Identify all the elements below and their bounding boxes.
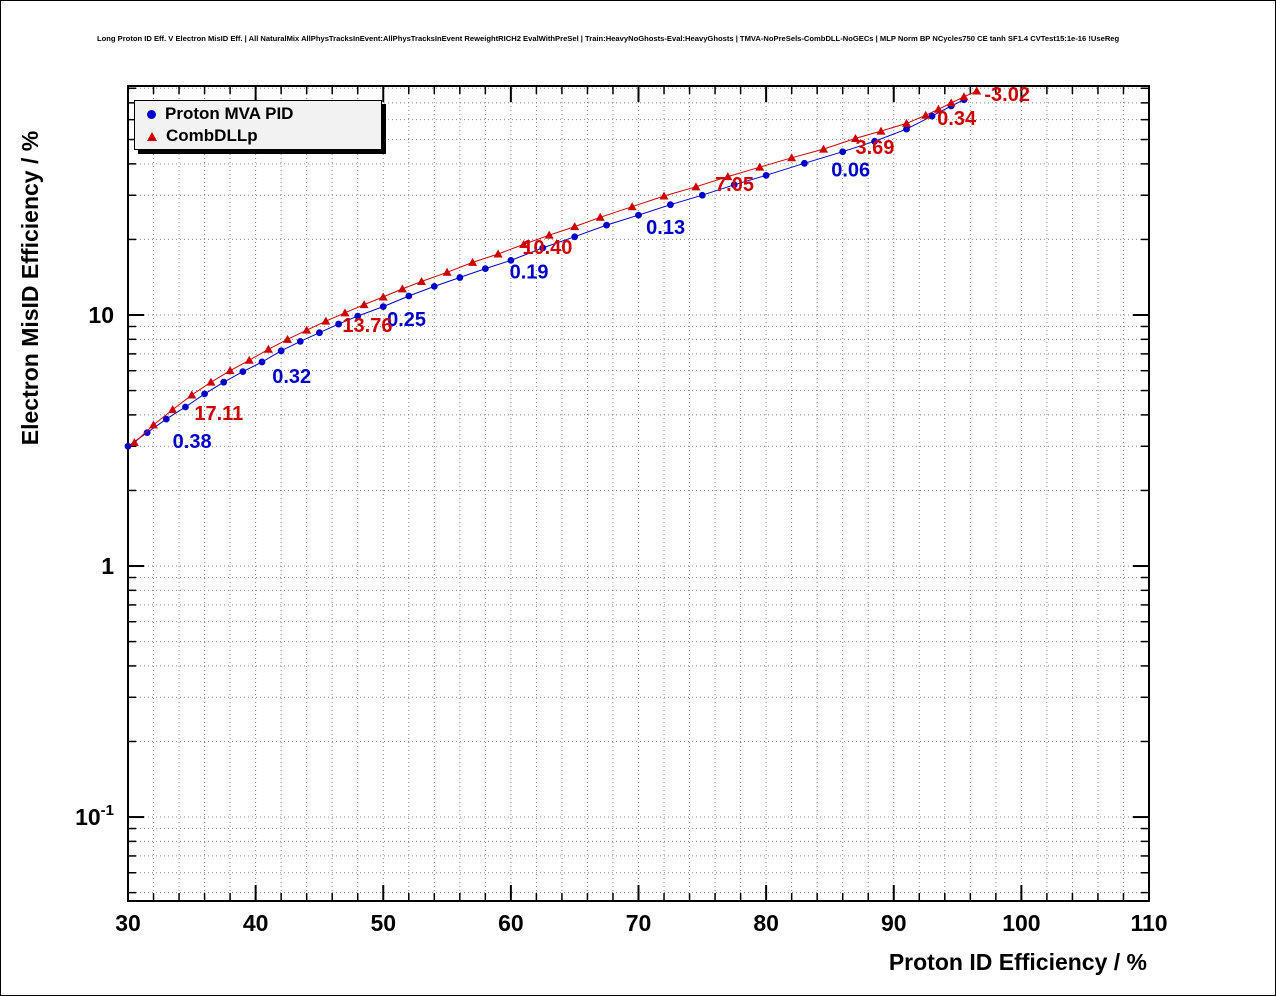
svg-text:0.34: 0.34 — [937, 108, 977, 130]
svg-text:50: 50 — [370, 910, 396, 936]
legend-box: Proton MVA PID CombDLLp — [134, 100, 382, 150]
svg-text:80: 80 — [753, 910, 779, 936]
plot-title: Long Proton ID Eff. V Electron MisID Eff… — [97, 34, 1120, 43]
red-triangle-marker-icon — [147, 131, 157, 141]
x-axis-title: Proton ID Efficiency / % — [888, 949, 1147, 975]
svg-text:10.40: 10.40 — [522, 237, 572, 259]
legend-entry-proton-mva: Proton MVA PID — [135, 104, 381, 124]
svg-text:100: 100 — [1002, 910, 1040, 936]
svg-text:0.25: 0.25 — [387, 309, 426, 331]
svg-text:30: 30 — [115, 910, 141, 936]
svg-text:90: 90 — [881, 910, 907, 936]
svg-text:3.69: 3.69 — [855, 137, 894, 159]
svg-text:0.38: 0.38 — [173, 431, 212, 453]
svg-text:0.19: 0.19 — [510, 261, 549, 283]
svg-text:17.11: 17.11 — [194, 403, 243, 425]
svg-text:-3.02: -3.02 — [984, 84, 1030, 106]
legend-label-proton-mva: Proton MVA PID — [165, 104, 294, 123]
svg-text:0.13: 0.13 — [646, 217, 685, 239]
svg-text:40: 40 — [243, 910, 269, 936]
svg-text:13.76: 13.76 — [342, 315, 392, 337]
svg-text:7.05: 7.05 — [715, 174, 754, 196]
svg-text:70: 70 — [626, 910, 652, 936]
y-axis-title: Electron MisID Efficiency / % — [17, 130, 43, 446]
svg-text:10-1: 10-1 — [75, 802, 114, 830]
svg-text:10: 10 — [88, 302, 114, 328]
svg-text:0.06: 0.06 — [831, 159, 870, 181]
svg-text:1: 1 — [101, 553, 114, 579]
blue-circle-marker-icon — [147, 109, 156, 119]
legend-entry-combdllp: CombDLLp — [135, 126, 381, 146]
svg-text:0.32: 0.32 — [272, 366, 311, 388]
svg-text:60: 60 — [498, 910, 524, 936]
legend-label-combdllp: CombDLLp — [166, 126, 258, 145]
svg-text:110: 110 — [1130, 910, 1167, 936]
